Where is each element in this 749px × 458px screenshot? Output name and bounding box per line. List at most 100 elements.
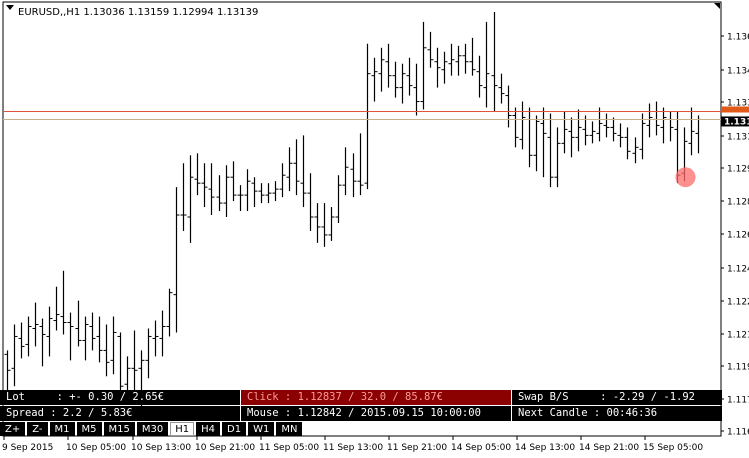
ohlc-bar [378,47,385,92]
ohlc-bar [624,127,631,160]
ohlc-bar [286,147,293,192]
ohlc-bar [335,175,342,223]
spread-info: Spread : 2.2 / 5.83€ [0,406,240,421]
ohlc-bar [18,322,25,359]
ohlc-bar [462,43,469,74]
y-tick-label: 1.119 [727,363,749,373]
ohlc-bar [201,163,208,208]
ohlc-bar [483,21,490,108]
ohlc-bar [561,111,568,154]
y-tick-label: 1.117 [727,396,749,406]
zoom-out-button[interactable]: Z- [27,422,48,436]
x-tick-label: 11 Sep 13:00 [323,443,383,453]
ohlc-bar [399,63,406,104]
timeframe-h1-button[interactable]: H1 [170,422,195,436]
ohlc-bar [53,286,60,331]
ohlc-bar [159,310,166,357]
ohlc-bar [441,51,448,84]
ohlc-bar [491,11,498,112]
chart-menu-triangle-icon[interactable] [6,5,14,10]
timeframe-d1-button[interactable]: D1 [222,422,247,436]
timeframe-m5-button[interactable]: M5 [76,422,102,436]
ohlc-bar [230,161,237,202]
ohlc-bar [427,31,434,68]
timeframe-w1-button[interactable]: W1 [248,422,275,436]
y-tick-label: 1.124 [727,265,749,275]
y-tick-label: 1.133 [727,99,749,109]
y-tick-label: 1.128 [727,198,749,208]
ohlc-bar [124,356,131,397]
x-tick-label: 10 Sep 05:00 [66,443,126,453]
ohlc-bar [180,163,187,231]
ohlc-bar [237,185,244,212]
timeframe-h4-button[interactable]: H4 [196,422,221,436]
x-tick-label: 14 Sep 05:00 [451,443,511,453]
ohlc-bar [519,101,526,150]
ohlc-bar [145,328,152,379]
timeframe-m15-button[interactable]: M15 [103,422,135,436]
ohlc-bar [4,350,11,397]
ohlc-bar [476,55,483,98]
ohlc-bar [194,153,201,196]
trade-info-panel: Lot : +- 0.30 / 2.65€ Click : 1.12837 / … [0,390,722,437]
click-info: Click : 1.12837 / 32.0 / 85.87€ [241,390,511,405]
ohlc-bar [392,61,399,98]
bid-price-tag [721,116,749,127]
ohlc-bar [244,169,251,212]
ohlc-bar [82,316,89,361]
ohlc-bar [350,153,357,198]
ohlc-bar [173,187,180,333]
zoom-in-button[interactable]: Z+ [0,422,26,436]
y-tick-label: 1.116 [727,428,749,438]
ohlc-bar [632,137,639,164]
x-tick-label: 15 Sep 05:00 [643,443,703,453]
x-tick-label: 11 Sep 21:00 [387,443,447,453]
ohlc-bar [575,109,582,152]
ohlc-bar [251,177,258,208]
ohlc-bar [582,115,589,146]
ohlc-bar [639,113,646,160]
ask-price-tag [721,106,749,113]
chart-shift-icon[interactable] [714,3,720,9]
chart-title: EURUSD,,H1 1.13036 1.13159 1.12994 1.131… [18,7,258,18]
ohlc-bar [448,43,455,76]
ohlc-bar [216,175,223,212]
x-tick-label: 11 Sep 05:00 [259,443,319,453]
ohlc-bar [60,270,67,335]
ohlc-bar [328,207,335,241]
ohlc-bar [568,117,575,158]
x-tick-label: 10 Sep 21:00 [195,443,255,453]
ohlc-bar [187,155,194,243]
ohlc-bar [554,127,561,188]
ohlc-bar [166,288,173,337]
ohlc-bar [617,123,624,148]
ohlc-bar [117,332,124,391]
ohlc-bar [533,115,540,172]
ohlc-bar [406,57,413,96]
ohlc-bar [258,183,265,204]
ohlc-bar [11,324,18,387]
ohlc-bar [272,181,279,202]
ohlc-bar [413,63,420,116]
ohlc-bar [498,73,505,104]
ohlc-bar [307,173,314,231]
click-marker [675,167,696,188]
ohlc-bar [293,139,300,196]
lot-info: Lot : +- 0.30 / 2.65€ [0,390,240,405]
timeframe-m30-button[interactable]: M30 [136,422,169,436]
ohlc-bar [512,107,519,148]
ohlc-bar [75,300,82,347]
y-tick-label: 1.129 [727,165,749,175]
y-tick-label: 1.131 [727,133,749,143]
ohlc-bar [420,21,427,110]
y-tick-label: 1.136 [727,33,749,43]
timeframe-mn-button[interactable]: MN [276,422,303,436]
ohlc-bar [434,47,441,88]
x-tick-label: 14 Sep 13:00 [515,443,575,453]
ohlc-bar [547,113,554,188]
timeframe-m1-button[interactable]: M1 [49,422,75,436]
ohlc-bar [342,147,349,196]
next-candle-info: Next Candle : 00:46:36 [512,406,722,421]
